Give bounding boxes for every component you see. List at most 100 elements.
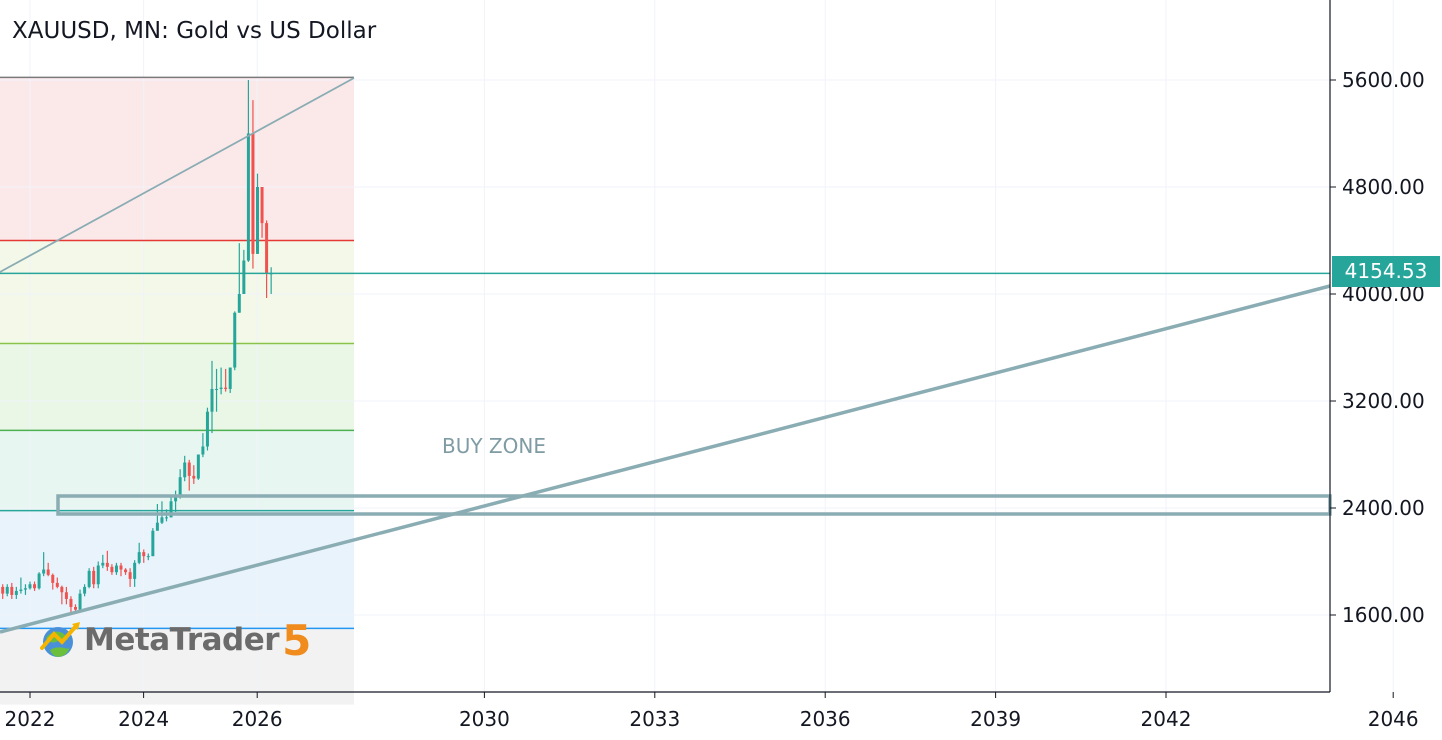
candle-body [196,454,200,479]
candle [228,367,232,393]
candle-body [51,574,55,583]
candle [14,586,18,599]
candle [10,582,14,599]
candle [23,584,27,595]
candle-body [256,187,259,254]
candle-body [169,501,173,518]
price-tick-label: 5600.00 [1342,68,1425,92]
candle [33,581,37,591]
candle-body [215,388,219,390]
candle [137,542,141,565]
candle [124,568,128,575]
candle [146,553,150,561]
time-tick-label: 2046 [1368,707,1419,731]
price-tick-label: 4800.00 [1342,175,1425,199]
candle [83,584,87,597]
candle-body [210,388,214,412]
long-trendline [0,284,1331,634]
candle-body [174,494,178,502]
chart-title: XAUUSD, MN: Gold vs US Dollar [12,18,377,44]
candle [251,100,255,269]
candle-body [42,569,46,574]
price-tick-label: 2400.00 [1342,496,1425,520]
time-tick-label: 2030 [459,707,510,731]
time-tick-label: 2039 [970,707,1021,731]
candle [110,564,114,575]
candle [183,455,187,482]
candle [155,503,159,531]
candle-body [246,133,250,261]
candle-body [101,562,105,566]
candle-body [165,517,168,519]
candle-body [124,569,128,573]
logo-text: MetaTrader [84,622,280,658]
candle-body [33,584,37,589]
metatrader-logo: MetaTrader 5 [36,616,311,665]
candle-body [46,569,50,575]
candle [178,469,182,499]
candle-body [224,387,228,389]
candle-body [142,552,146,557]
candle-body [151,530,155,557]
candle-body [228,367,232,389]
candle [133,560,137,587]
candle [55,577,59,589]
candle-body [178,477,182,495]
candle-body [14,590,18,595]
candle [105,550,109,571]
fib-zone [0,510,354,629]
candle-body [265,223,269,274]
candle [64,586,68,605]
fib-zone [0,240,354,344]
buy-zone-label: BUY ZONE [442,434,546,458]
candle-body [60,586,64,593]
candle [51,573,55,590]
candle [37,572,41,590]
candle [219,367,223,395]
candle-body [105,562,109,567]
candle [92,566,96,589]
upper-trendline [0,77,355,273]
candle-body [201,446,205,455]
candle-body [78,593,82,610]
candle [28,581,32,590]
candle [210,360,214,434]
fib-zone [0,343,354,431]
candle [233,311,237,371]
candle-body [69,598,73,607]
fib-zone [0,77,354,241]
candle-body [37,573,41,589]
candle [128,568,132,587]
candle [142,549,146,563]
candle [224,368,228,392]
time-tick-label: 2036 [800,707,851,731]
candle [237,243,241,313]
candle-body [128,572,132,579]
candle-body [219,387,223,389]
candle-body [183,462,187,478]
candle-body [233,312,237,368]
candle-body [155,522,159,531]
candle [215,368,219,412]
candle [19,577,23,594]
candle [246,80,250,262]
candle [46,562,50,577]
candle-body [1,586,5,594]
candle-body [114,565,118,573]
candle-body [110,566,114,573]
price-tick-label: 1600.00 [1342,603,1425,627]
candle-body [87,570,91,587]
candle-body [119,565,123,570]
candle-body [5,586,9,594]
candle-body [10,586,14,595]
candle [114,562,118,575]
candle-body [96,565,100,585]
candle [5,584,9,597]
candle [265,220,269,299]
candle-body [74,606,77,610]
current-price-label: 4154.53 [1332,256,1440,287]
candle-body [192,475,196,479]
candle [1,584,5,599]
candle-body [55,582,59,587]
